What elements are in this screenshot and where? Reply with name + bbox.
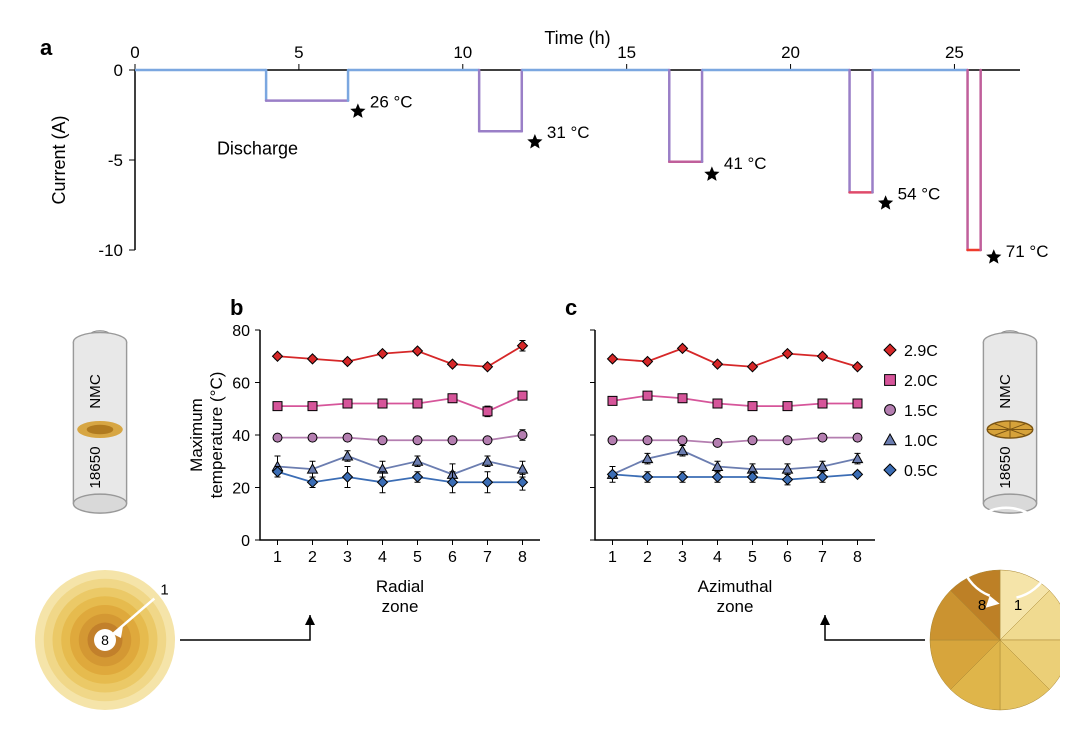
svg-text:temperature (°C): temperature (°C): [207, 372, 226, 499]
svg-text:71 °C: 71 °C: [1006, 242, 1049, 261]
svg-text:4: 4: [713, 549, 722, 566]
svg-text:7: 7: [818, 549, 827, 566]
svg-text:54 °C: 54 °C: [898, 184, 941, 203]
svg-text:1: 1: [160, 582, 168, 599]
svg-text:3: 3: [678, 549, 687, 566]
svg-text:zone: zone: [382, 597, 419, 616]
svg-text:8: 8: [101, 632, 109, 648]
svg-text:Maximum: Maximum: [187, 398, 206, 472]
svg-text:4: 4: [378, 549, 387, 566]
svg-text:5: 5: [748, 549, 757, 566]
svg-text:26 °C: 26 °C: [370, 93, 413, 112]
svg-text:1.5C: 1.5C: [904, 403, 938, 420]
svg-text:0: 0: [114, 61, 123, 80]
svg-text:60: 60: [232, 376, 250, 393]
svg-text:1: 1: [1014, 597, 1022, 614]
svg-text:NMC: NMC: [997, 374, 1014, 409]
svg-text:0.5C: 0.5C: [904, 463, 938, 480]
svg-text:2: 2: [308, 549, 317, 566]
svg-text:-5: -5: [108, 151, 123, 170]
svg-text:1: 1: [608, 549, 617, 566]
svg-text:18650: 18650: [997, 446, 1014, 488]
svg-text:6: 6: [783, 549, 792, 566]
svg-text:41 °C: 41 °C: [724, 154, 767, 173]
svg-text:2.0C: 2.0C: [904, 373, 938, 390]
svg-text:80: 80: [232, 323, 250, 340]
svg-text:b: b: [230, 295, 243, 320]
svg-text:5: 5: [413, 549, 422, 566]
svg-text:a: a: [40, 35, 53, 60]
svg-text:Current (A): Current (A): [49, 115, 69, 204]
svg-text:10: 10: [453, 43, 472, 62]
figure-svg: aTime (h)Current (A)05101520250-5-1026 °…: [20, 20, 1060, 721]
svg-text:8: 8: [518, 549, 527, 566]
svg-text:18650: 18650: [87, 446, 104, 488]
svg-text:5: 5: [294, 43, 303, 62]
svg-text:Azimuthal: Azimuthal: [698, 577, 773, 596]
svg-text:20: 20: [781, 43, 800, 62]
svg-text:15: 15: [617, 43, 636, 62]
svg-text:Time (h): Time (h): [544, 28, 610, 48]
svg-text:Radial: Radial: [376, 577, 424, 596]
svg-text:NMC: NMC: [87, 374, 104, 409]
svg-text:20: 20: [232, 481, 250, 498]
svg-text:Discharge: Discharge: [217, 139, 298, 159]
svg-text:7: 7: [483, 549, 492, 566]
svg-text:1.0C: 1.0C: [904, 433, 938, 450]
svg-text:2.9C: 2.9C: [904, 343, 938, 360]
svg-text:25: 25: [945, 43, 964, 62]
svg-text:-10: -10: [98, 241, 123, 260]
svg-text:c: c: [565, 295, 577, 320]
svg-text:6: 6: [448, 549, 457, 566]
svg-text:8: 8: [978, 597, 986, 614]
svg-text:2: 2: [643, 549, 652, 566]
svg-text:1: 1: [273, 549, 282, 566]
svg-text:0: 0: [241, 533, 250, 550]
svg-text:8: 8: [853, 549, 862, 566]
svg-text:40: 40: [232, 428, 250, 445]
svg-text:zone: zone: [717, 597, 754, 616]
svg-text:3: 3: [343, 549, 352, 566]
svg-text:31 °C: 31 °C: [547, 123, 590, 142]
svg-text:0: 0: [130, 43, 139, 62]
